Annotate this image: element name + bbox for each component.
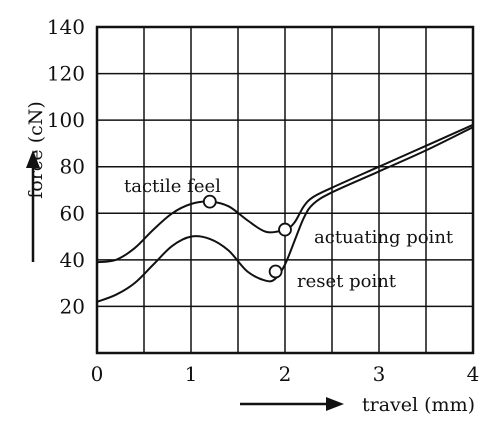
annotation-marker-3: [268, 264, 283, 279]
y-tick-label: 80: [60, 155, 85, 179]
y-tick-label: 60: [60, 201, 85, 225]
y-tick-label: 40: [60, 248, 85, 272]
y-axis-label: force (cN): [25, 101, 47, 199]
x-tick-label: 1: [185, 362, 198, 386]
plot-frame: [95, 25, 475, 355]
annotation-marker-1: [202, 194, 217, 209]
x-tick-label: 3: [373, 362, 386, 386]
y-tick-label: 140: [47, 15, 85, 39]
x-axis-label: travel (mm): [362, 394, 475, 416]
series-line-1: [96, 123, 474, 264]
y-tick-label: 20: [60, 294, 85, 318]
annotation-reset-point: reset point: [297, 271, 397, 292]
y-axis-arrow-head: [26, 150, 40, 168]
series-line-2: [96, 126, 474, 303]
x-tick-label: 2: [279, 362, 292, 386]
labels-group: force (cN) travel (mm): [25, 101, 475, 416]
annotation-tactile-feel: tactile feel: [124, 176, 221, 197]
marker-group: [202, 194, 292, 279]
y-tick-label: 100: [47, 108, 85, 132]
annotations-group: tactile feel actuating point reset point: [124, 176, 454, 292]
series-group: [96, 123, 474, 303]
grid: [95, 25, 475, 355]
annotation-marker-2: [278, 222, 292, 237]
x-tick-label: 0: [91, 362, 104, 386]
tick-labels: 0 1 2 3 4 20 40 60 80 100 120 140: [47, 15, 480, 386]
x-axis-arrow-head: [326, 397, 344, 411]
annotation-actuating-point: actuating point: [314, 227, 454, 248]
x-tick-label: 4: [467, 362, 480, 386]
y-tick-label: 120: [47, 62, 85, 86]
